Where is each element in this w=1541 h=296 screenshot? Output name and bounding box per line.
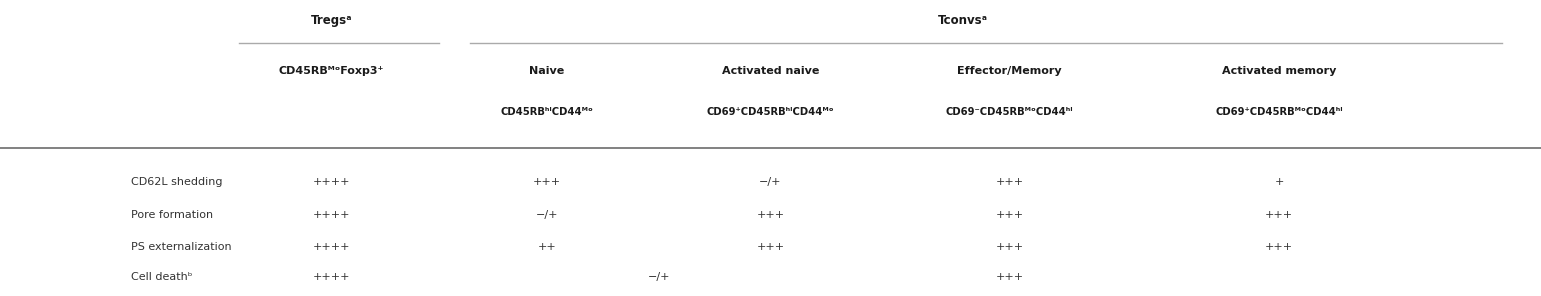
- Text: ++++: ++++: [313, 272, 350, 282]
- Text: +++: +++: [995, 177, 1023, 187]
- Text: +++: +++: [757, 210, 784, 220]
- Text: −/+: −/+: [647, 272, 670, 282]
- Text: Effector/Memory: Effector/Memory: [957, 66, 1062, 76]
- Text: CD45RBᴹᵒFoxp3⁺: CD45RBᴹᵒFoxp3⁺: [279, 66, 384, 76]
- Text: −/+: −/+: [760, 177, 781, 187]
- Text: −/+: −/+: [536, 210, 558, 220]
- Text: +++: +++: [533, 177, 561, 187]
- Text: Activated naive: Activated naive: [721, 66, 820, 76]
- Text: +: +: [1274, 177, 1284, 187]
- Text: CD69⁻CD45RBᴹᵒCD44ʰᴵ: CD69⁻CD45RBᴹᵒCD44ʰᴵ: [946, 107, 1073, 118]
- Text: ++: ++: [538, 242, 556, 252]
- Text: Pore formation: Pore formation: [131, 210, 213, 220]
- Text: ++++: ++++: [313, 177, 350, 187]
- Text: CD62L shedding: CD62L shedding: [131, 177, 222, 187]
- Text: Activated memory: Activated memory: [1222, 66, 1336, 76]
- Text: CD69⁺CD45RBᴹᵒCD44ʰᴵ: CD69⁺CD45RBᴹᵒCD44ʰᴵ: [1216, 107, 1342, 118]
- Text: PS externalization: PS externalization: [131, 242, 231, 252]
- Text: ++++: ++++: [313, 242, 350, 252]
- Text: +++: +++: [995, 242, 1023, 252]
- Text: +++: +++: [1265, 242, 1293, 252]
- Text: CD45RBʰᴵCD44ᴹᵒ: CD45RBʰᴵCD44ᴹᵒ: [501, 107, 593, 118]
- Text: CD69⁺CD45RBʰᴵCD44ᴹᵒ: CD69⁺CD45RBʰᴵCD44ᴹᵒ: [707, 107, 834, 118]
- Text: Cell deathᵇ: Cell deathᵇ: [131, 272, 193, 282]
- Text: +++: +++: [757, 242, 784, 252]
- Text: +++: +++: [995, 210, 1023, 220]
- Text: ++++: ++++: [313, 210, 350, 220]
- Text: Tconvsᵃ: Tconvsᵃ: [938, 14, 988, 27]
- Text: Tregsᵃ: Tregsᵃ: [311, 14, 351, 27]
- Text: Naive: Naive: [530, 66, 564, 76]
- Text: +++: +++: [995, 272, 1023, 282]
- Text: +++: +++: [1265, 210, 1293, 220]
